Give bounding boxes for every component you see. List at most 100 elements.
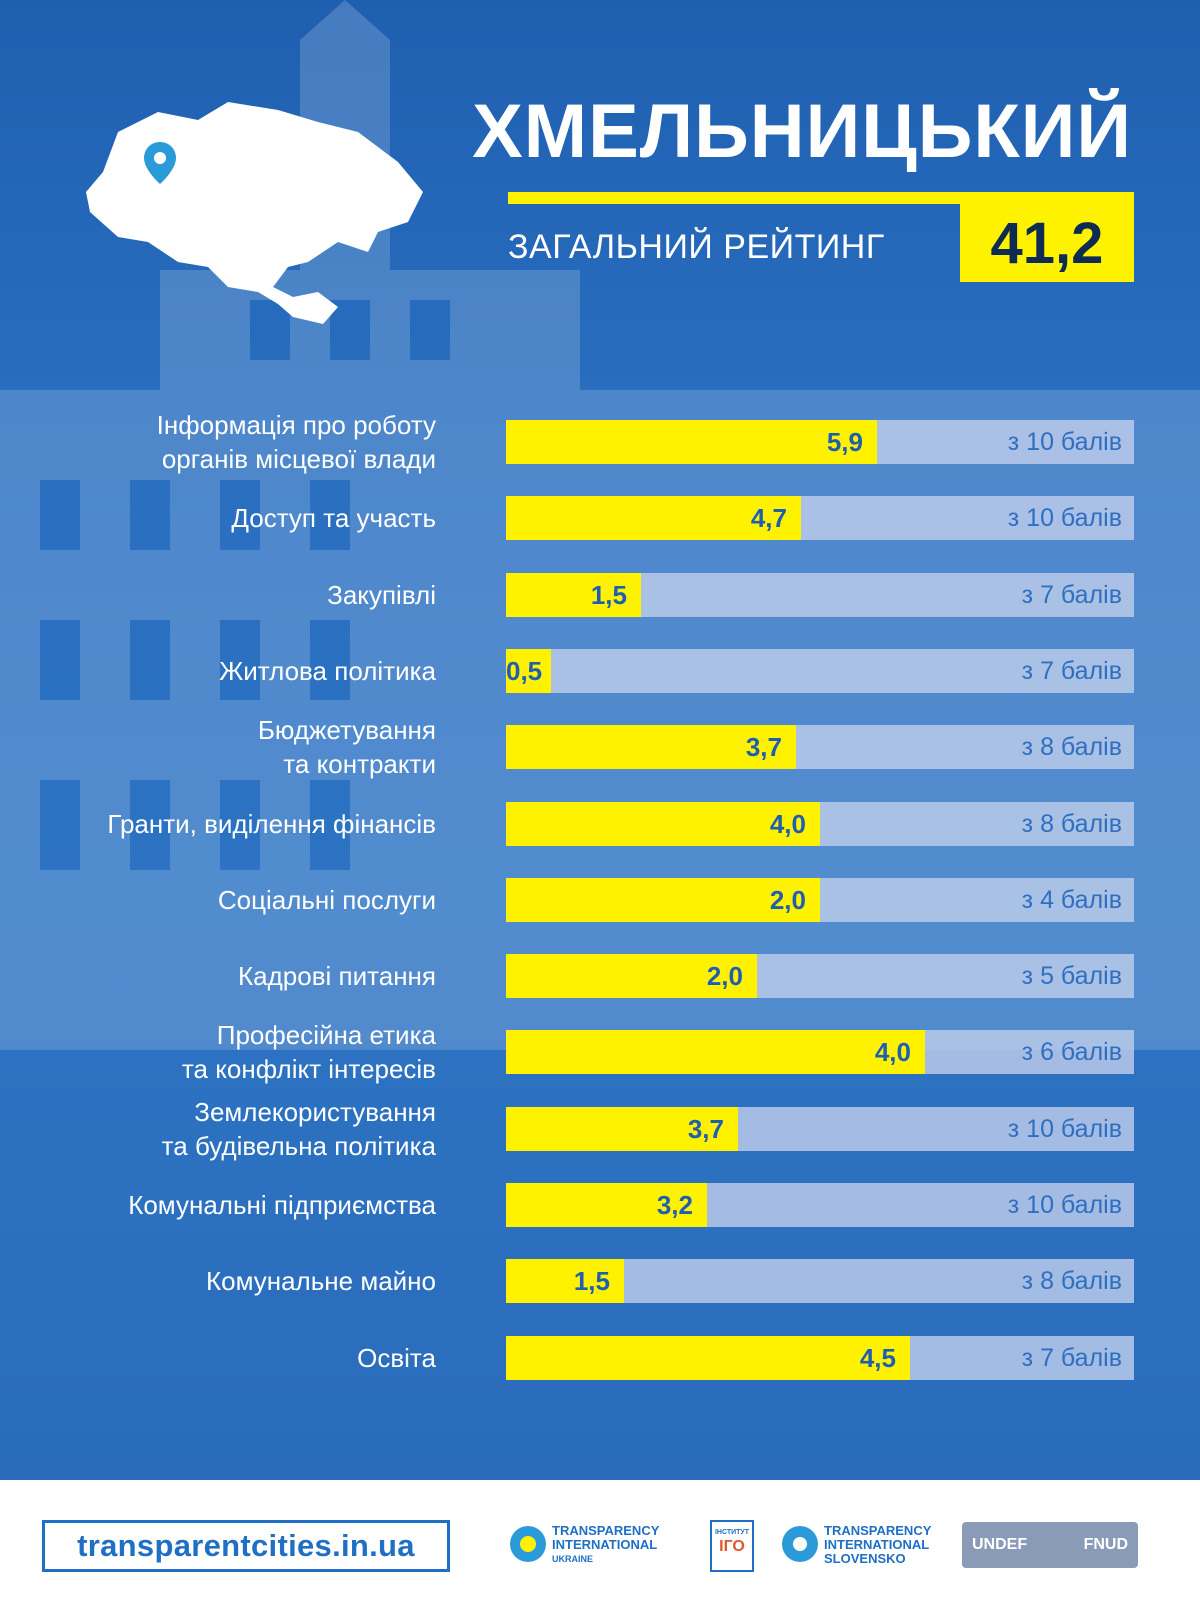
logo-line: TRANSPARENCY xyxy=(552,1523,660,1538)
city-title: ХМЕЛЬНИЦЬКИЙ xyxy=(472,89,1132,174)
bar-max-label: з 10 балів xyxy=(1007,1191,1122,1219)
bar-max-label: з 5 балів xyxy=(1021,962,1122,990)
bar-track: 2,0 з 4 балів xyxy=(506,878,1134,922)
bar-max-label: з 7 балів xyxy=(1021,657,1122,685)
logo-line: INTERNATIONAL xyxy=(824,1537,930,1552)
ti-ukraine-emblem-icon xyxy=(510,1526,546,1562)
bar-track: 1,5 з 7 балів xyxy=(506,573,1134,617)
bar-value-label: 5,9 xyxy=(826,427,863,457)
category-label: Землекористування та будівельна політика xyxy=(0,1095,436,1163)
bar-value-label: 2,0 xyxy=(706,961,743,991)
bar-max-label: з 6 балів xyxy=(1021,1038,1122,1066)
category-label: Закупівлі xyxy=(0,578,436,612)
bar-track: 0,5 з 7 балів xyxy=(506,649,1134,693)
bar-fill xyxy=(506,725,796,769)
bar-value-label: 4,7 xyxy=(750,503,787,533)
category-label-line: Соціальні послуги xyxy=(217,885,436,915)
overall-rating-box: 41,2 xyxy=(960,204,1134,282)
overall-rating-value: 41,2 xyxy=(990,210,1104,276)
bar-value-label: 3,2 xyxy=(656,1190,693,1220)
overall-rating-label: ЗАГАЛЬНИЙ РЕЙТИНГ xyxy=(508,228,885,266)
bar-track: 1,5 з 8 балів xyxy=(506,1259,1134,1303)
bar-value-label: 3,7 xyxy=(745,732,782,762)
category-label-line: Інформація про роботу xyxy=(156,410,436,440)
bar-max-label: з 10 балів xyxy=(1007,1115,1122,1143)
ukraine-map-icon xyxy=(86,102,423,324)
bar-fill xyxy=(506,573,641,617)
logo-line: INTERNATIONAL xyxy=(552,1537,658,1552)
bar-fill xyxy=(506,649,551,693)
bar-value-label: 1,5 xyxy=(573,1266,610,1296)
logo-line: TRANSPARENCY xyxy=(824,1523,932,1538)
category-label-line: та контракти xyxy=(283,749,436,779)
bar-fill xyxy=(506,878,820,922)
bar-max-label: з 8 балів xyxy=(1021,1267,1122,1295)
bar-fill xyxy=(506,954,757,998)
logo-line: UKRAINE xyxy=(552,1554,594,1564)
bar-fill xyxy=(506,1183,707,1227)
category-label-line: Бюджетування xyxy=(257,715,436,745)
bar-track: 4,0 з 8 балів xyxy=(506,802,1134,846)
ti-ukraine-logo: TRANSPARENCY INTERNATIONAL UKRAINE xyxy=(508,1510,688,1580)
category-label-line: та конфлікт інтересів xyxy=(181,1054,436,1084)
hero-background: ХМЕЛЬНИЦЬКИЙ ЗАГАЛЬНИЙ РЕЙТИНГ 41,2 Інфо… xyxy=(0,0,1200,1480)
category-label: Кадрові питання xyxy=(0,959,436,993)
category-label: Професійна етика та конфлікт інтересів xyxy=(0,1018,436,1086)
bar-max-label: з 7 балів xyxy=(1021,581,1122,609)
igo-logo: ІНСТИТУТ ІГО xyxy=(710,1510,754,1580)
category-label: Комунальне майно xyxy=(0,1264,436,1298)
logo-line: FNUD xyxy=(1083,1536,1128,1553)
category-label-line: Комунальні підприємства xyxy=(128,1190,436,1220)
category-label: Доступ та участь xyxy=(0,501,436,535)
bar-value-label: 4,5 xyxy=(859,1343,896,1373)
category-label-line: Землекористування xyxy=(194,1097,436,1127)
bar-fill xyxy=(506,802,820,846)
site-url[interactable]: transparentcities.in.ua xyxy=(77,1528,415,1563)
footer: transparentcities.in.ua TRANSPARENCY INT… xyxy=(0,1480,1200,1615)
bar-track: 5,9 з 10 балів xyxy=(506,420,1134,464)
bar-track: 3,7 з 10 балів xyxy=(506,1107,1134,1151)
category-label: Соціальні послуги xyxy=(0,883,436,917)
bar-value-label: 4,0 xyxy=(769,809,806,839)
logo-line: UNDEF xyxy=(972,1536,1028,1553)
category-label-line: Доступ та участь xyxy=(231,503,436,533)
category-label-line: Кадрові питання xyxy=(238,961,436,991)
category-label-line: Гранти, виділення фінансів xyxy=(107,809,436,839)
bar-max-label: з 10 балів xyxy=(1007,504,1122,532)
category-label: Гранти, виділення фінансів xyxy=(0,807,436,841)
bar-fill xyxy=(506,1259,624,1303)
bar-track: 4,0 з 6 балів xyxy=(506,1030,1134,1074)
bar-fill xyxy=(506,496,801,540)
category-label: Освіта xyxy=(0,1341,436,1375)
bar-max-label: з 4 балів xyxy=(1021,886,1122,914)
category-label: Інформація про роботу органів місцевої вл… xyxy=(0,408,436,476)
bar-track: 4,5 з 7 балів xyxy=(506,1336,1134,1380)
location-pin-icon xyxy=(144,142,176,184)
ti-slovensko-logo: TRANSPARENCY INTERNATIONAL SLOVENSKO xyxy=(780,1510,950,1580)
logo-line: ІНСТИТУТ xyxy=(714,1529,750,1536)
bar-track: 3,7 з 8 балів xyxy=(506,725,1134,769)
bar-value-label: 4,0 xyxy=(874,1037,911,1067)
bar-value-label: 2,0 xyxy=(769,885,806,915)
bar-value-label: 1,5 xyxy=(590,580,627,610)
logo-line: SLOVENSKO xyxy=(824,1551,906,1566)
bar-max-label: з 7 балів xyxy=(1021,1344,1122,1372)
undef-emblem-icon: UNDEF FNUD xyxy=(962,1522,1138,1568)
bar-track: 3,2 з 10 балів xyxy=(506,1183,1134,1227)
category-label-line: Освіта xyxy=(357,1343,436,1373)
logo-line: ІГО xyxy=(719,1538,745,1555)
category-label-line: Закупівлі xyxy=(327,580,436,610)
undef-logo: UNDEF FNUD xyxy=(962,1510,1138,1580)
category-label: Житлова політика xyxy=(0,654,436,688)
bar-fill xyxy=(506,420,877,464)
igo-emblem-icon: ІНСТИТУТ ІГО xyxy=(710,1520,754,1572)
category-label-line: Житлова політика xyxy=(219,656,436,686)
bar-fill xyxy=(506,1336,910,1380)
site-link-box[interactable]: transparentcities.in.ua xyxy=(42,1520,450,1572)
category-label-line: та будівельна політика xyxy=(161,1131,436,1161)
title-underline xyxy=(508,192,1134,204)
bar-value-label: 0,5 xyxy=(506,656,543,686)
bar-track: 2,0 з 5 балів xyxy=(506,954,1134,998)
category-label: Комунальні підприємства xyxy=(0,1188,436,1222)
bar-max-label: з 10 балів xyxy=(1007,428,1122,456)
